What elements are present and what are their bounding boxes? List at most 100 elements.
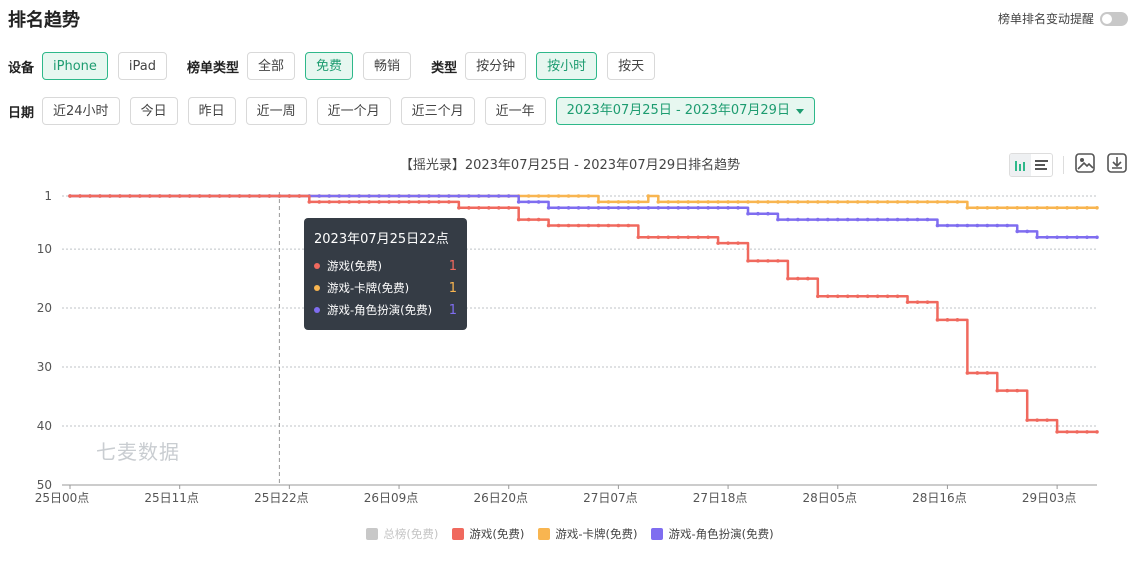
series-point bbox=[447, 200, 451, 204]
series-point bbox=[976, 206, 980, 210]
series-point bbox=[647, 235, 651, 239]
series-point bbox=[367, 194, 371, 198]
series-point bbox=[876, 294, 880, 298]
series-point bbox=[676, 200, 680, 204]
x-tick-label: 25日11点 bbox=[144, 491, 199, 505]
legend-item-rpg[interactable]: 游戏-角色扮演(免费) bbox=[651, 526, 773, 542]
series-point bbox=[607, 224, 611, 228]
series-point bbox=[1005, 224, 1009, 228]
legend-item-overall[interactable]: 总榜(免费) bbox=[366, 526, 438, 542]
series-point bbox=[427, 200, 431, 204]
series-point bbox=[946, 224, 950, 228]
series-point bbox=[866, 200, 870, 204]
series-point bbox=[956, 318, 960, 322]
series-point bbox=[866, 218, 870, 222]
series-point bbox=[986, 224, 990, 228]
series-point bbox=[746, 259, 750, 263]
series-point bbox=[946, 200, 950, 204]
x-tick-label: 28日16点 bbox=[912, 491, 967, 505]
legend-label: 游戏-卡牌(免费) bbox=[555, 526, 637, 542]
series-point bbox=[706, 200, 710, 204]
series-point bbox=[567, 194, 571, 198]
series-point bbox=[846, 294, 850, 298]
series-point bbox=[567, 206, 571, 210]
series-point bbox=[956, 200, 960, 204]
legend-label: 总榜(免费) bbox=[383, 526, 438, 542]
series-point bbox=[1035, 206, 1039, 210]
series-point bbox=[676, 206, 680, 210]
y-tick-label: 10 bbox=[37, 242, 52, 256]
series-point bbox=[796, 277, 800, 281]
series-point bbox=[497, 194, 501, 198]
series-point bbox=[1075, 430, 1079, 434]
series-point bbox=[507, 194, 511, 198]
series-point bbox=[567, 224, 571, 228]
series-point bbox=[1065, 235, 1069, 239]
y-tick-label: 50 bbox=[37, 478, 52, 492]
series-point bbox=[1005, 206, 1009, 210]
series-point bbox=[886, 218, 890, 222]
series-point bbox=[627, 206, 631, 210]
series-point bbox=[387, 200, 391, 204]
series-point bbox=[268, 194, 272, 198]
series-point bbox=[696, 200, 700, 204]
chart-tooltip: 2023年07月25日22点 游戏(免费) 1 游戏-卡牌(免费) 1 游戏-角… bbox=[304, 218, 467, 330]
series-point bbox=[776, 259, 780, 263]
x-tick-label: 26日09点 bbox=[364, 491, 419, 505]
series-point bbox=[1095, 235, 1099, 239]
series-point bbox=[716, 206, 720, 210]
series-point bbox=[746, 212, 750, 216]
series-point bbox=[597, 224, 601, 228]
series-point bbox=[477, 194, 481, 198]
series-point bbox=[457, 194, 461, 198]
series-point bbox=[776, 218, 780, 222]
series-point bbox=[278, 194, 282, 198]
series-point bbox=[537, 200, 541, 204]
series-point bbox=[517, 218, 521, 222]
x-tick-label: 25日22点 bbox=[254, 491, 309, 505]
series-point bbox=[467, 206, 471, 210]
legend-item-games[interactable]: 游戏(免费) bbox=[452, 526, 524, 542]
series-point bbox=[756, 212, 760, 216]
series-point bbox=[736, 200, 740, 204]
series-point bbox=[816, 294, 820, 298]
series-point bbox=[856, 218, 860, 222]
series-point bbox=[726, 206, 730, 210]
series-point bbox=[846, 218, 850, 222]
series-point bbox=[248, 194, 252, 198]
series-point bbox=[208, 194, 212, 198]
series-point bbox=[587, 194, 591, 198]
series-point bbox=[706, 235, 710, 239]
series-point bbox=[417, 200, 421, 204]
series-point bbox=[816, 218, 820, 222]
series-point bbox=[776, 200, 780, 204]
series-point bbox=[527, 218, 531, 222]
series-point bbox=[1095, 430, 1099, 434]
legend-label: 游戏-角色扮演(免费) bbox=[668, 526, 773, 542]
series-point bbox=[906, 300, 910, 304]
legend-item-card[interactable]: 游戏-卡牌(免费) bbox=[538, 526, 637, 542]
series-point bbox=[487, 206, 491, 210]
series-point bbox=[1065, 206, 1069, 210]
series-point bbox=[1045, 235, 1049, 239]
series-point bbox=[796, 200, 800, 204]
series-point bbox=[766, 212, 770, 216]
series-point bbox=[537, 194, 541, 198]
tooltip-series-name: 游戏-角色扮演(免费) bbox=[327, 302, 449, 318]
series-point bbox=[597, 200, 601, 204]
series-point bbox=[956, 224, 960, 228]
x-tick-label: 27日07点 bbox=[583, 491, 638, 505]
series-point bbox=[896, 294, 900, 298]
series-point bbox=[1005, 389, 1009, 393]
series-point bbox=[617, 206, 621, 210]
series-point bbox=[706, 206, 710, 210]
series-point bbox=[357, 200, 361, 204]
series-point bbox=[178, 194, 182, 198]
series-point bbox=[826, 294, 830, 298]
y-tick-label: 1 bbox=[44, 189, 52, 203]
series-point bbox=[617, 224, 621, 228]
series-point bbox=[577, 194, 581, 198]
series-point bbox=[826, 200, 830, 204]
series-point bbox=[995, 206, 999, 210]
